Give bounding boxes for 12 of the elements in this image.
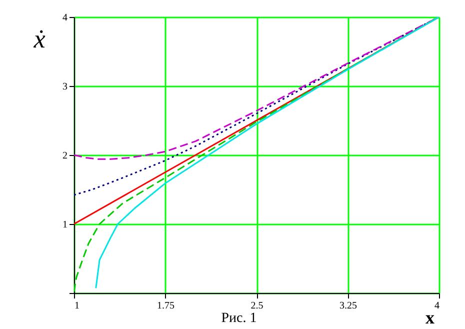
text: Рис. 1: [221, 311, 257, 326]
x-tick-label: 1.75: [157, 300, 174, 312]
x-tick-label: 2.5: [250, 300, 264, 312]
y-tick-label: 1: [62, 220, 68, 230]
y-tick-label: 3: [62, 82, 68, 92]
y-tick-label: 4: [62, 12, 68, 24]
x-axis-title: x: [426, 308, 434, 328]
x-tick-label: 1: [74, 300, 80, 312]
y-axis-title: ẋ: [32, 24, 46, 54]
y-tick-label: 2: [62, 150, 68, 162]
x-tick-label: 4: [434, 300, 440, 312]
x-tick-label: 3.25: [340, 300, 357, 312]
